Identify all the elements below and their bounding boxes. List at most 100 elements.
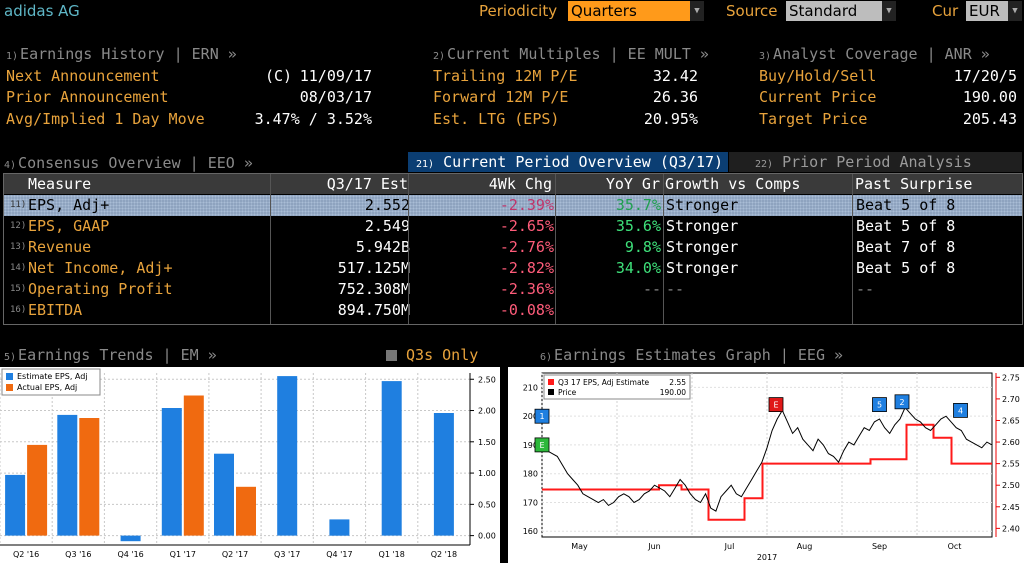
current-price-label: Current Price xyxy=(759,88,877,106)
yoy-growth-cell: 34.0% xyxy=(615,259,661,277)
column-divider xyxy=(408,174,409,324)
consensus-overview-link[interactable]: 4) Consensus Overview | EEO » xyxy=(4,154,253,172)
chart-legend: Estimate EPS, Adj Actual EPS, Adj xyxy=(1,368,101,396)
col-header-yoy[interactable]: YoY Gr xyxy=(605,175,660,193)
measure-cell: EPS, Adj+ xyxy=(28,196,110,214)
actual-bar[interactable] xyxy=(79,418,100,536)
estimates-graph-title: Earnings Estimates Graph | EEG » xyxy=(554,346,844,364)
table-row[interactable]: 15) Operating Profit 752.308M -2.36% -- -- -- xyxy=(4,279,1022,300)
tab-prior-period[interactable]: 22) Prior Period Analysis (Q2/17) xyxy=(729,152,1022,194)
col-header-measure[interactable]: Measure xyxy=(28,175,92,193)
estimate-cell: 894.750M xyxy=(337,301,410,319)
actual-bar[interactable] xyxy=(183,395,204,536)
chevron-down-icon[interactable]: ▼ xyxy=(882,1,896,21)
earnings-history-link[interactable]: 1) Earnings History | ERN » xyxy=(6,45,237,63)
earnings-trends-link[interactable]: 5) Earnings Trends | EM » xyxy=(4,346,217,364)
chevron-down-icon[interactable]: ▼ xyxy=(1008,1,1022,21)
column-divider xyxy=(663,174,664,324)
trailing-pe-label: Trailing 12M P/E xyxy=(433,67,578,85)
estimate-bar[interactable] xyxy=(214,453,234,536)
right-tick-label: 2.70 xyxy=(1002,395,1020,404)
x-year-label: 2017 xyxy=(757,553,777,562)
q3s-only-toggle[interactable]: Q3s Only xyxy=(386,346,478,364)
left-tick-label: 170 xyxy=(523,498,538,507)
prior-announcement-label: Prior Announcement xyxy=(6,88,169,106)
event-marker[interactable]: E xyxy=(768,397,784,413)
row-number: 16) xyxy=(10,305,27,315)
periodicity-value: Quarters xyxy=(571,2,637,20)
periodicity-dropdown[interactable]: Quarters ▼ xyxy=(568,1,704,21)
estimate-bar[interactable] xyxy=(5,474,26,536)
table-row[interactable]: 12) EPS, GAAP 2.549 -2.65% 35.6% Stronger Beat… xyxy=(4,216,1022,237)
row-number: 14) xyxy=(10,263,27,273)
actual-bar[interactable] xyxy=(27,444,48,536)
source-dropdown[interactable]: Standard ▼ xyxy=(786,1,896,21)
past-surprise-cell: -- xyxy=(856,280,875,298)
x-tick-label: Q4 '16 xyxy=(117,550,143,559)
chevron-down-icon[interactable]: ▼ xyxy=(690,1,704,21)
y-tick-label: 1.50 xyxy=(478,438,496,447)
col-header-estimate[interactable]: Q3/17 Est xyxy=(326,175,408,193)
y-tick-label: 0.00 xyxy=(478,532,496,541)
actual-bar[interactable] xyxy=(236,486,256,536)
estimate-bar[interactable] xyxy=(57,414,78,536)
x-tick-label: Q4 '17 xyxy=(326,550,352,559)
prior-announcement-value: 08/03/17 xyxy=(299,88,372,106)
analyst-coverage-title: Analyst Coverage | ANR » xyxy=(773,45,990,63)
growth-vs-comps-cell: Stronger xyxy=(666,217,739,235)
checkbox-icon[interactable] xyxy=(386,350,397,361)
column-divider xyxy=(852,174,853,324)
estimate-bar[interactable] xyxy=(381,381,402,536)
estimates-graph-link[interactable]: 6) Earnings Estimates Graph | EEG » xyxy=(540,346,843,364)
svg-text:E: E xyxy=(539,441,544,450)
table-row[interactable]: 13) Revenue 5.942B -2.76% 9.8% Stronger Beat 7… xyxy=(4,237,1022,258)
col-header-comps[interactable]: Growth vs Comps xyxy=(665,175,801,193)
measure-cell: Operating Profit xyxy=(28,280,173,298)
row-number: 12) xyxy=(10,221,27,231)
col-header-surprise[interactable]: Past Surprise xyxy=(855,175,973,193)
trailing-pe-value: 32.42 xyxy=(652,67,698,85)
confirmed-flag: (C) xyxy=(265,67,293,85)
svg-text:E: E xyxy=(773,401,778,410)
svg-text:2: 2 xyxy=(899,398,904,407)
yoy-growth-cell: -- xyxy=(642,280,661,298)
event-marker[interactable]: E xyxy=(534,437,550,453)
x-tick-label: Q3 '16 xyxy=(65,550,91,559)
current-multiples-link[interactable]: 2) Current Multiples | EE MULT » xyxy=(433,45,709,63)
buy-hold-sell-value: 17/20/5 xyxy=(953,67,1017,85)
forward-pe-value: 26.36 xyxy=(652,88,698,106)
estimate-cell: 5.942B xyxy=(355,238,410,256)
4wk-change-cell: -2.82% xyxy=(499,259,554,277)
estimate-bar[interactable] xyxy=(433,413,454,536)
row-number: 11) xyxy=(10,200,27,210)
next-announcement-value: 11/09/17 xyxy=(299,67,372,85)
growth-vs-comps-cell: Stronger xyxy=(666,238,739,256)
col-header-4wk-chg[interactable]: 4Wk Chg xyxy=(488,175,552,193)
4wk-change-cell: -2.76% xyxy=(499,238,554,256)
analyst-coverage-link[interactable]: 3) Analyst Coverage | ANR » xyxy=(759,45,990,63)
estimate-bar[interactable] xyxy=(329,519,350,536)
event-marker[interactable]: 1 xyxy=(534,408,550,424)
event-marker[interactable]: 4 xyxy=(953,403,968,418)
table-row[interactable]: 11) EPS, Adj+ 2.552 -2.39% 35.7% Stronger Beat… xyxy=(4,195,1022,216)
growth-vs-comps-cell xyxy=(666,300,852,321)
estimate-bar[interactable] xyxy=(120,535,141,542)
left-tick-label: 190 xyxy=(523,441,538,450)
target-price-label: Target Price xyxy=(759,110,868,128)
consensus-overview-title: Consensus Overview | EEO » xyxy=(18,154,253,172)
right-tick-label: 2.60 xyxy=(1002,438,1020,447)
event-marker[interactable]: 5 xyxy=(872,397,887,413)
yoy-growth-cell: 9.8% xyxy=(624,238,661,256)
table-row[interactable]: 14) Net Income, Adj+ 517.125M -2.82% 34.0% St… xyxy=(4,258,1022,279)
currency-dropdown[interactable]: EUR ▼ xyxy=(966,1,1022,21)
estimate-bar[interactable] xyxy=(277,376,298,536)
table-row[interactable]: 16) EBITDA 894.750M -0.08% xyxy=(4,300,1022,321)
tab-current-period[interactable]: 21) Current Period Overview (Q3/17) xyxy=(408,152,728,172)
table-header xyxy=(4,174,1022,194)
q3s-only-label: Q3s Only xyxy=(406,346,479,364)
current-price-value: 190.00 xyxy=(962,88,1017,106)
estimate-bar[interactable] xyxy=(161,408,182,536)
legend-label: Estimate EPS, Adj xyxy=(17,372,88,381)
event-marker[interactable]: 2 xyxy=(894,394,910,410)
column-divider xyxy=(555,174,556,324)
